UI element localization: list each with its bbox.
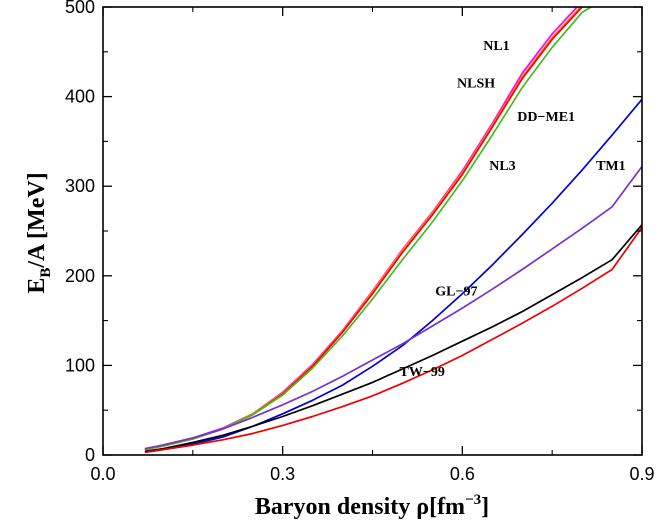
y-tick-label: 300	[65, 176, 95, 196]
series-line-2	[144, 7, 583, 451]
x-tick-label: 0.6	[450, 464, 475, 484]
series-line-5	[144, 165, 642, 450]
curve-label: DD−ME1	[517, 110, 575, 125]
curve-label: NL1	[483, 39, 509, 54]
series-line-6	[144, 224, 642, 453]
y-tick-label: 200	[65, 266, 95, 286]
curve-label: GL−97	[435, 285, 477, 300]
x-axis-title: Baryon density ρ[fm−3]	[255, 492, 489, 520]
plot-frame	[102, 6, 643, 456]
series-line-1	[144, 7, 582, 451]
y-tick-label: 500	[65, 0, 95, 17]
curve-label: TM1	[596, 159, 626, 174]
x-tick-label: 0.9	[629, 464, 654, 484]
series-line-7	[144, 226, 642, 454]
series-line-4	[144, 98, 642, 454]
curve-label: NLSH	[457, 77, 495, 92]
y-tick-label: 400	[65, 87, 95, 107]
curve-label: NL3	[489, 159, 515, 174]
x-tick-label: 0.0	[90, 464, 115, 484]
y-axis-title: EB/A [MeV]	[24, 172, 54, 293]
curve-labels: NL1 NLSH DD−ME1 NL3 TM1 GL−97 TW−99	[400, 39, 626, 380]
series-line-0	[144, 7, 579, 450]
y-tick-label: 0	[85, 445, 95, 465]
curve-label: TW−99	[400, 365, 445, 380]
y-tick-label: 100	[65, 355, 95, 375]
x-tick-label: 0.3	[270, 464, 295, 484]
axis-ticks: 0.0 0.3 0.6 0.9 0 100 200 300 400 500	[65, 0, 655, 484]
plot-curves	[144, 7, 642, 454]
